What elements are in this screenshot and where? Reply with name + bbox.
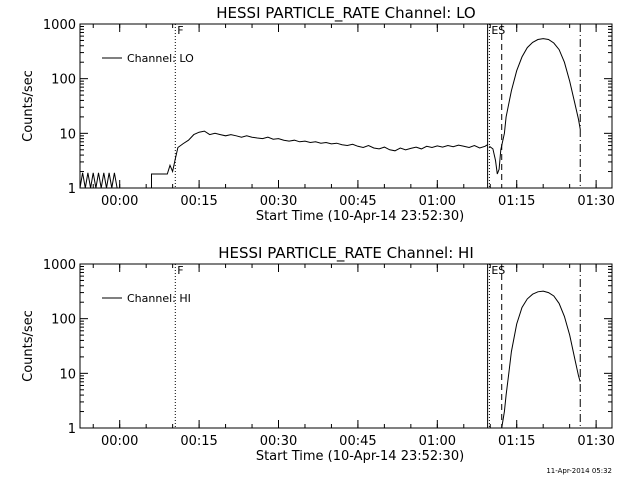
footer-timestamp: 11-Apr-2014 05:32 — [546, 467, 612, 475]
y-tick-label: 10 — [59, 127, 76, 142]
series-line — [501, 290, 581, 429]
plot-lo-channel: HESSI PARTICLE_RATE Channel: LO 1 10 100 100… — [21, 4, 615, 224]
y-axis-label: Counts/sec — [21, 70, 36, 142]
x-tick-label: 00:15 — [180, 434, 217, 449]
x-tick-label: 01:15 — [498, 434, 535, 449]
legend-label: Channel: HI — [127, 292, 191, 305]
x-tick-label: 00:00 — [101, 434, 138, 449]
y-tick-label: 1000 — [43, 18, 76, 33]
x-tick-label: 00:00 — [101, 194, 138, 209]
x-tick-label: 01:15 — [498, 194, 535, 209]
y-tick-label: 1000 — [43, 258, 76, 273]
x-tick-label: 01:30 — [577, 434, 614, 449]
x-tick-label: 00:45 — [339, 434, 376, 449]
plot-frame — [79, 263, 613, 429]
plot-frame — [79, 23, 613, 189]
event-marker-label: ES — [491, 24, 505, 37]
event-marker-label: F — [177, 24, 183, 37]
series-line — [151, 130, 488, 188]
y-tick-label: 1 — [68, 422, 76, 437]
x-tick-label: 01:30 — [577, 194, 614, 209]
event-marker-label: F — [177, 264, 183, 277]
y-tick-label: 1 — [68, 182, 76, 197]
x-tick-label: 01:00 — [419, 194, 456, 209]
plot-hi-channel: HESSI PARTICLE_RATE Channel: HI 1 10 100 100… — [21, 244, 615, 464]
chart-title: HESSI PARTICLE_RATE Channel: LO — [216, 4, 475, 23]
y-axis-label: Counts/sec — [21, 310, 36, 382]
y-tick-label: 100 — [51, 73, 76, 88]
chart-title: HESSI PARTICLE_RATE Channel: HI — [218, 244, 474, 263]
x-tick-label: 00:30 — [260, 194, 297, 209]
x-tick-label: 01:00 — [419, 434, 456, 449]
series-line — [489, 38, 581, 175]
x-tick-label: 00:15 — [180, 194, 217, 209]
y-tick-label: 10 — [59, 367, 76, 382]
event-marker-label: ES — [491, 264, 505, 277]
y-tick-label: 100 — [51, 313, 76, 328]
x-axis-label: Start Time (10-Apr-14 23:52:30) — [256, 449, 464, 464]
legend-label: Channel: LO — [127, 52, 194, 65]
x-tick-label: 00:30 — [260, 434, 297, 449]
x-axis-label: Start Time (10-Apr-14 23:52:30) — [256, 209, 464, 224]
x-tick-label: 00:45 — [339, 194, 376, 209]
series-line — [79, 172, 118, 189]
